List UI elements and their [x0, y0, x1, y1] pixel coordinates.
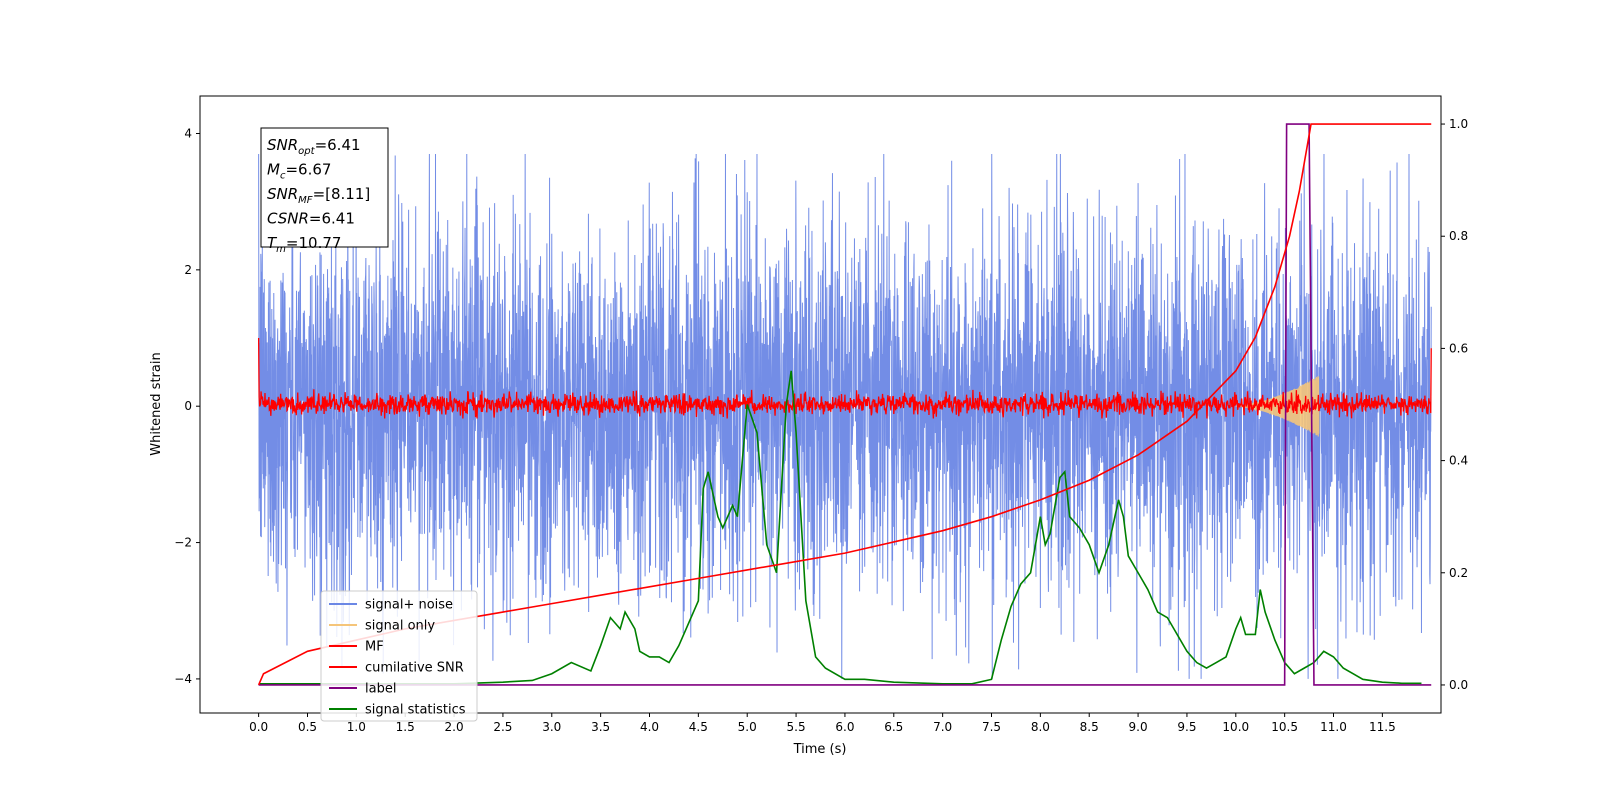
x-tick-label: 1.0 [347, 720, 366, 734]
legend: signal+ noise signal only MF cumilative SNR… [320, 590, 478, 722]
x-tick-label: 11.0 [1320, 720, 1347, 734]
x-tick-label: 3.0 [542, 720, 561, 734]
x-tick-label: 10.5 [1271, 720, 1298, 734]
x-tick-label: 6.0 [835, 720, 854, 734]
x-tick-label: 8.0 [1031, 720, 1050, 734]
y-tick-label: 0 [184, 399, 192, 413]
x-tick-label: 2.0 [445, 720, 464, 734]
series-label [258, 123, 1432, 686]
y-tick-label: −2 [174, 536, 192, 550]
x-tick-label: 10.0 [1222, 720, 1249, 734]
x-tick-label: 4.0 [640, 720, 659, 734]
x-tick-label: 0.5 [298, 720, 317, 734]
legend-label: signal+ noise [365, 598, 453, 613]
x-tick-label: 7.5 [982, 720, 1001, 734]
y-tick-label: 4 [184, 126, 192, 140]
plot-area [257, 123, 1432, 686]
legend-frame [320, 590, 478, 722]
x-tick-label: 11.5 [1369, 720, 1396, 734]
x-tick-label: 3.5 [591, 720, 610, 734]
x-tick-label: 2.5 [493, 720, 512, 734]
y2-tick-label: 1.0 [1449, 117, 1468, 131]
x-tick-label: 9.0 [1129, 720, 1148, 734]
y-tick-label: −4 [174, 672, 192, 686]
x-tick-label: 7.0 [933, 720, 952, 734]
y2-tick-label: 0.8 [1449, 229, 1468, 243]
x-axis: 0.0 0.5 1.0 1.5 2.0 2.5 3.0 3.5 4.0 4.5 5.0 5.5 6.0 6… [249, 713, 1396, 734]
legend-label: signal statistics [365, 703, 466, 718]
x-axis-label: Time (s) [793, 742, 847, 757]
annotation-line: Mc=6.67 [267, 161, 331, 182]
y-axis-left: 4 2 0 −2 −4 [174, 126, 200, 686]
legend-label: MF [365, 640, 384, 655]
plot-frame [199, 95, 1442, 714]
y2-tick-label: 0.4 [1449, 454, 1468, 468]
x-tick-label: 5.5 [787, 720, 806, 734]
x-tick-label: 0.0 [249, 720, 268, 734]
y2-tick-label: 0.0 [1449, 678, 1468, 692]
x-tick-label: 5.0 [738, 720, 757, 734]
y-tick-label: 2 [184, 263, 192, 277]
series-signal-plus-noise [258, 153, 1432, 679]
legend-label: signal only [365, 619, 435, 634]
annotation-line: SNRMF=[8.11] [267, 185, 370, 206]
snr-annotation-box: SNRopt=6.41 Mc=6.67 SNRMF=[8.11] CSNR=6.41 T… [260, 127, 389, 255]
y2-tick-label: 0.2 [1449, 566, 1468, 580]
annotation-line: Tm=10.77 [267, 234, 341, 255]
x-tick-label: 9.5 [1177, 720, 1196, 734]
annotation-line: SNRopt=6.41 [267, 136, 361, 157]
y2-tick-label: 0.6 [1449, 341, 1468, 355]
y-axis-label: Whitened strain [149, 352, 164, 455]
legend-label: label [365, 682, 396, 697]
x-tick-label: 6.5 [884, 720, 903, 734]
series-signal-statistics [258, 370, 1422, 685]
series-mf [257, 338, 1432, 419]
x-tick-label: 4.5 [689, 720, 708, 734]
y-axis-right: 1.0 0.8 0.6 0.4 0.2 0.0 [1441, 117, 1468, 692]
x-tick-label: 8.5 [1080, 720, 1099, 734]
x-tick-label: 1.5 [396, 720, 415, 734]
annotation-frame [260, 127, 389, 248]
legend-label: cumilative SNR [365, 661, 464, 676]
annotation-line: CSNR=6.41 [267, 210, 355, 228]
